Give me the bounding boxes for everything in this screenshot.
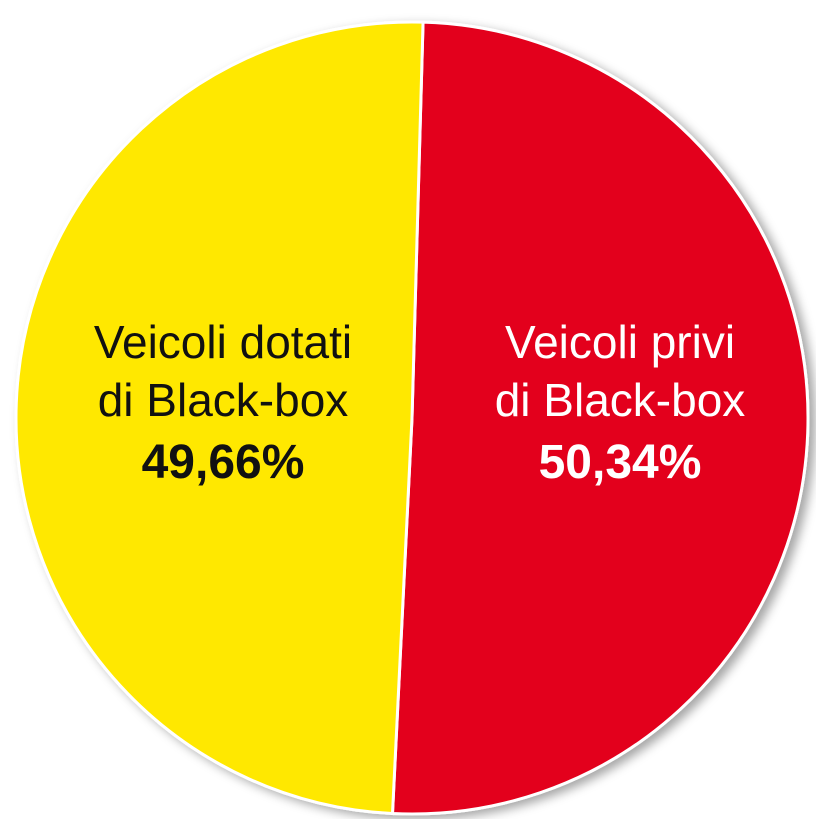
slice-label-1-line-0: Veicoli privi (505, 316, 735, 368)
slice-value-label-1: 50,34% (539, 436, 702, 489)
slice-value-label-0: 49,66% (142, 436, 305, 489)
pie-group (14, 20, 810, 816)
slice-label-1-line-1: di Black-box (495, 374, 746, 426)
slice-label-0-line-1: di Black-box (98, 374, 349, 426)
pie-slice-1 (390, 20, 810, 816)
slice-label-0-line-0: Veicoli dotati (94, 316, 352, 368)
pie-slice-0 (14, 20, 425, 816)
label-group: Veicoli dotati di Black-box 49,66% Veicoli … (94, 316, 745, 489)
